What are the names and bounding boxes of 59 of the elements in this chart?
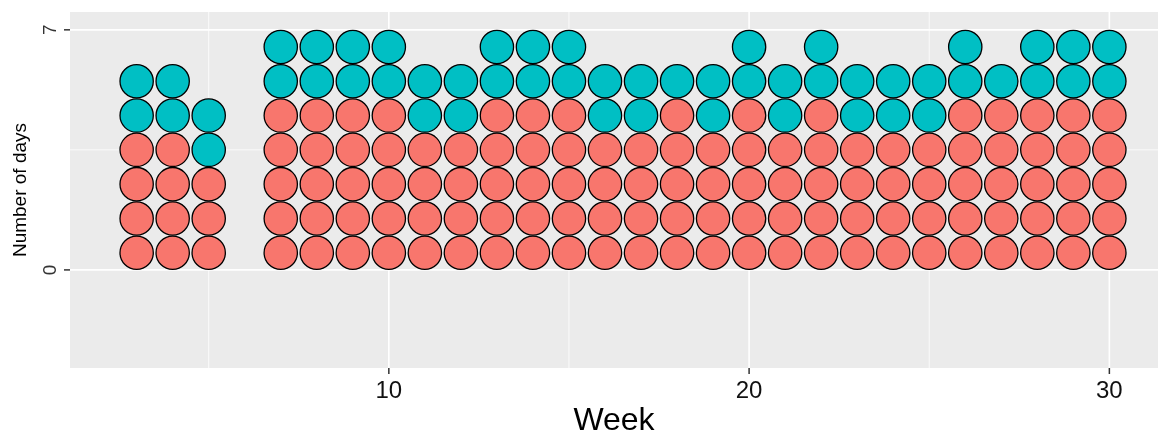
y-axis-title: Number of days bbox=[9, 122, 30, 258]
point bbox=[839, 98, 875, 133]
point bbox=[659, 63, 695, 99]
point bbox=[191, 132, 226, 168]
y-tick-label: 0 bbox=[39, 264, 60, 276]
point bbox=[335, 63, 371, 99]
point bbox=[587, 98, 623, 133]
point bbox=[623, 98, 659, 133]
point bbox=[263, 29, 299, 65]
point bbox=[443, 98, 479, 133]
point bbox=[479, 63, 515, 99]
point bbox=[335, 29, 371, 65]
point bbox=[551, 63, 587, 99]
point bbox=[875, 98, 911, 133]
point bbox=[1056, 29, 1091, 65]
point bbox=[839, 63, 875, 99]
point bbox=[155, 63, 190, 99]
point bbox=[1092, 29, 1127, 65]
point bbox=[515, 63, 551, 99]
point bbox=[407, 98, 443, 133]
point bbox=[947, 29, 983, 65]
point bbox=[947, 63, 983, 99]
point bbox=[731, 63, 767, 99]
point bbox=[695, 63, 731, 99]
x-axis-title: Week bbox=[573, 401, 656, 434]
point bbox=[911, 63, 947, 99]
point bbox=[1020, 29, 1055, 65]
point bbox=[1020, 63, 1055, 99]
point bbox=[623, 63, 659, 99]
point bbox=[371, 29, 407, 65]
point bbox=[911, 98, 947, 133]
point bbox=[767, 63, 803, 99]
y-tick-label: 7 bbox=[39, 24, 60, 36]
x-tick-label: 20 bbox=[735, 376, 763, 403]
point bbox=[443, 63, 479, 99]
point bbox=[587, 63, 623, 99]
point bbox=[299, 63, 335, 99]
point bbox=[155, 98, 190, 133]
point bbox=[299, 29, 335, 65]
point bbox=[479, 29, 515, 65]
point bbox=[371, 63, 407, 99]
point bbox=[263, 63, 299, 99]
point bbox=[803, 29, 839, 65]
point bbox=[119, 98, 154, 133]
point bbox=[803, 63, 839, 99]
point bbox=[731, 29, 767, 65]
point bbox=[515, 29, 551, 65]
point bbox=[875, 63, 911, 99]
x-tick-label: 10 bbox=[375, 376, 403, 403]
point bbox=[119, 63, 154, 99]
point bbox=[551, 29, 587, 65]
point bbox=[695, 98, 731, 133]
point bbox=[407, 63, 443, 99]
x-tick-label: 30 bbox=[1096, 376, 1123, 403]
point bbox=[767, 98, 803, 133]
point bbox=[983, 63, 1019, 99]
point bbox=[191, 98, 226, 133]
point bbox=[1056, 63, 1091, 99]
point bbox=[1092, 63, 1127, 99]
